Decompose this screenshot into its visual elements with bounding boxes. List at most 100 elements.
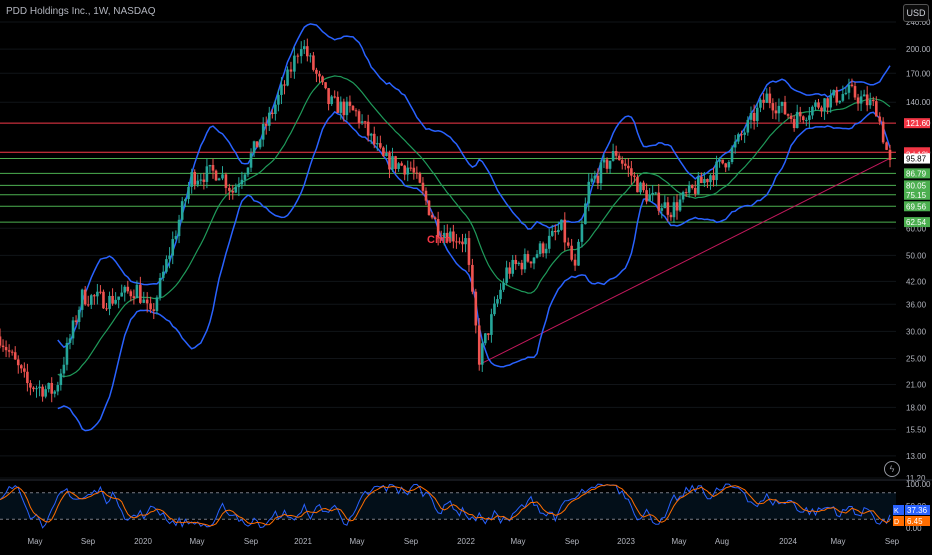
candle-body [363,121,367,123]
candle-body [467,238,471,265]
candle-body [59,373,63,386]
candle-body [844,92,848,95]
candle-body [65,342,69,365]
candle-body [397,163,400,169]
candle-body [62,364,66,374]
candle-body [681,192,685,200]
candle-body [196,180,200,185]
candle-body [660,208,664,211]
candle-body [881,121,885,143]
candle-body [856,97,860,104]
candle-body [514,259,518,265]
candle-body [474,291,478,326]
candle-body [289,69,293,72]
rsi-last-tag: K 37.36 [893,505,930,515]
candle-body [382,147,385,157]
candle-body [535,254,539,258]
candle-body [342,101,346,116]
bollinger-basis [57,75,891,378]
candle-body [155,297,159,311]
candle-body [550,230,554,236]
candle-body [360,121,364,123]
x-tick-label: 2022 [457,537,475,546]
candle-body [139,284,142,303]
candle-body [302,46,306,50]
candle-body [68,338,72,343]
candle-body [277,94,280,105]
candle-body [202,179,206,182]
candle-body [293,55,296,72]
candle-body [878,116,882,122]
candle-body [532,257,536,264]
y-tick-label: 15.50 [906,426,927,435]
candle-body [108,295,111,309]
x-tick-label: 2023 [617,537,635,546]
candle-body [13,352,17,360]
candle-body [50,382,54,394]
candle-body [577,241,580,266]
candle-body [724,163,727,168]
candle-body [850,84,854,87]
rsi-tag-name-bg [893,516,904,526]
candle-body [283,84,286,86]
y-tick-label: 13.00 [906,452,927,461]
candle-body [520,262,524,270]
candle-body [409,167,413,169]
price-tag: 86.79 [904,168,930,179]
candle-body [306,46,309,57]
candle-body [243,174,247,180]
candle-body [733,141,737,148]
candle-body [26,371,29,384]
price-tag-text: 95.87 [906,155,927,164]
candle-body [271,112,274,115]
price-tag-bg [904,189,930,200]
candle-body [152,309,156,311]
x-tick-label: Sep [244,537,259,546]
price-tag-text: 80.05 [906,181,927,190]
candle-body [823,98,826,112]
candle-body [158,277,162,298]
candle-body [351,105,355,111]
candle-body [379,143,382,148]
x-tick-label: Sep [885,537,900,546]
candle-body [74,320,78,322]
rsi-tag-value-bg [905,505,930,515]
candle-body [38,386,41,389]
y-tick-label: 30.00 [906,327,927,336]
candle-body [274,104,277,115]
candle-body [517,262,521,265]
bollinger-upper [57,23,891,349]
candle-body [651,192,654,195]
currency-button[interactable]: USD [903,4,929,22]
y-tick-label: 36.00 [906,300,927,309]
candle-body [490,314,493,335]
candle-body [639,182,642,193]
price-tag-text: 62.54 [906,218,927,227]
candle-body [461,241,464,245]
trendline [479,157,891,366]
candle-body [888,149,892,160]
candle-body [249,153,253,168]
candle-body [193,171,197,185]
lightning-icon[interactable]: ϟ [884,461,900,477]
candle-body [544,248,548,254]
candle-body [526,254,530,262]
x-tick-label: May [830,537,845,546]
candle-body [111,295,114,304]
x-tick-label: May [671,537,686,546]
candle-body [630,168,633,176]
candle-body [617,155,621,161]
candle-body [715,161,718,181]
candle-body [427,200,431,216]
candle-body [885,142,888,150]
candle-body [96,291,99,297]
china-annotation: Chin [427,234,452,246]
candle-body [83,289,87,305]
candle-body [675,202,679,211]
y-tick-label: 50.00 [906,251,927,260]
support-trendline [479,157,891,366]
candle-body [853,86,857,98]
candle-body [832,89,836,96]
